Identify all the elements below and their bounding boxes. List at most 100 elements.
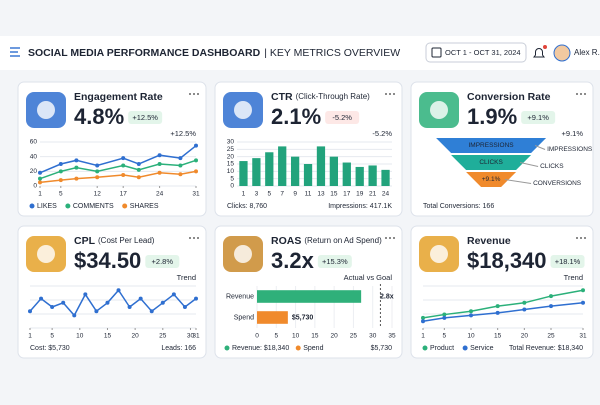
- funnel-stage-label: IMPRESSIONS: [469, 142, 515, 149]
- x-tick-label: 15: [494, 333, 502, 340]
- series-point: [138, 296, 143, 301]
- change-badge: [521, 111, 556, 124]
- card-title: CTR (Click-Through Rate): [271, 91, 370, 103]
- x-tick-label: 31: [579, 333, 587, 340]
- x-tick-label: 20: [331, 333, 339, 340]
- title: SOCIAL MEDIA PERFORMANCE DASHBOARD: [28, 47, 261, 59]
- x-tick-label: 11: [305, 191, 312, 198]
- avatar[interactable]: [553, 44, 571, 62]
- title: Revenue: [467, 235, 511, 247]
- legend-dot: [295, 345, 301, 351]
- more-dot: [580, 237, 582, 239]
- funnel-stage-label: +9.1%: [482, 176, 501, 183]
- bar-label: $5,730: [292, 314, 314, 321]
- funnel-connector: [534, 145, 546, 150]
- bar-category: Revenue: [226, 293, 254, 300]
- more-dot: [393, 237, 395, 239]
- change-badge: [128, 111, 163, 124]
- series-point: [160, 300, 165, 305]
- bar-label: 2.8x: [380, 293, 394, 300]
- card-value: 2.1%: [271, 104, 321, 129]
- change-text: +9.1%: [527, 113, 549, 122]
- bar-category: Spend: [234, 314, 254, 321]
- card-value: 4.8%: [74, 104, 124, 129]
- x-tick-label: 1: [38, 191, 42, 198]
- x-tick-label: 7: [280, 191, 284, 198]
- x-tick-label: 25: [350, 333, 358, 340]
- funnel-connector: [505, 179, 532, 184]
- date-picker[interactable]: [425, 42, 527, 63]
- card-footer: Cost: $5,730: [30, 345, 70, 352]
- legend-dot: [122, 203, 128, 209]
- card-footer: Impressions: 417.1K: [328, 203, 392, 210]
- series-point: [469, 313, 473, 318]
- series-point: [194, 296, 198, 301]
- legend-dot: [462, 345, 468, 351]
- series-point: [74, 158, 79, 163]
- series-point: [178, 163, 183, 168]
- x-tick-label: 10: [76, 333, 84, 340]
- series-point: [127, 305, 132, 309]
- title: CPL: [74, 235, 96, 247]
- more-dot: [193, 93, 195, 95]
- y-tick-label: 5: [230, 175, 234, 182]
- bell-icon[interactable]: [533, 48, 545, 58]
- notification-dot: [543, 45, 547, 49]
- bar: [265, 152, 274, 186]
- y-tick-label: 25: [227, 146, 235, 153]
- series-point: [421, 319, 425, 324]
- series-point: [83, 292, 88, 297]
- x-tick-label: 31: [192, 191, 200, 198]
- change-text: +2.8%: [152, 257, 174, 266]
- series-point: [522, 300, 527, 305]
- bar: [368, 165, 377, 186]
- calendar-icon: [431, 47, 442, 58]
- x-tick-label: 5: [50, 333, 54, 340]
- x-tick-label: 5: [274, 333, 278, 340]
- series-point: [38, 180, 42, 185]
- change-text: +15.3%: [322, 257, 348, 266]
- header-title: SOCIAL MEDIA PERFORMANCE DASHBOARD | KEY …: [28, 47, 400, 59]
- menu-icon[interactable]: [10, 47, 20, 57]
- card-title: CPL (Cost Per Lead): [74, 235, 155, 247]
- series-point: [95, 163, 100, 168]
- funnel-side-label: CLICKS: [540, 163, 564, 170]
- card-footer: Total Revenue: $18,340: [509, 345, 583, 352]
- user-name: Alex R.: [574, 48, 600, 57]
- bar: [342, 162, 351, 186]
- x-tick-label: 12: [94, 191, 102, 198]
- x-tick-label: 21: [369, 191, 377, 198]
- funnel-side-label: IMPRESSIONS: [547, 146, 593, 153]
- card-footer: Total Conversions: 166: [423, 203, 494, 210]
- more-dot: [576, 93, 578, 95]
- series-point: [549, 304, 553, 309]
- series-point: [28, 309, 32, 314]
- legend-dot: [29, 203, 35, 209]
- chart-annotation: Trend: [564, 273, 583, 282]
- series-point: [136, 167, 141, 172]
- x-tick-label: 13: [317, 191, 325, 198]
- legend-label: Spend: [303, 345, 323, 352]
- card-icon-glyph: [37, 101, 55, 119]
- x-tick-label: 20: [521, 333, 529, 340]
- series-point: [442, 315, 447, 320]
- y-tick-label: 0: [33, 183, 37, 190]
- date-range: OCT 1 - OCT 31, 2024: [445, 48, 521, 57]
- series-point: [136, 175, 141, 180]
- card-value: $34.50: [74, 248, 141, 273]
- funnel-connector: [519, 162, 539, 167]
- legend-label: LIKES: [37, 203, 57, 210]
- series-point: [74, 165, 79, 170]
- subtitle: (Return on Ad Spend): [304, 236, 382, 245]
- more-dot: [197, 93, 199, 95]
- x-tick-label: 1: [28, 333, 32, 340]
- series-point: [178, 156, 183, 161]
- bar: [316, 146, 326, 186]
- series-point: [121, 156, 126, 161]
- legend-dot: [65, 203, 71, 209]
- x-tick-label: 35: [388, 333, 396, 340]
- series-point: [50, 305, 55, 309]
- card-value: 3.2x: [271, 248, 315, 273]
- series-line: [29, 288, 197, 317]
- more-dot: [576, 237, 578, 239]
